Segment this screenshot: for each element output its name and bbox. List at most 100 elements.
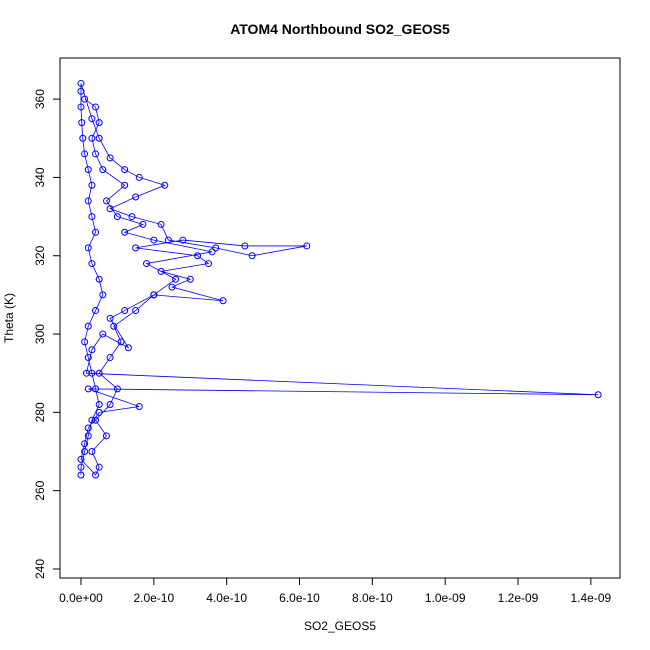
y-axis-label: Theta (K) bbox=[2, 293, 16, 343]
data-point bbox=[88, 260, 96, 268]
data-point bbox=[135, 173, 143, 181]
data-point bbox=[84, 354, 92, 362]
x-tick-label: 2.0e-10 bbox=[133, 591, 174, 605]
x-tick-label: 0.0e+00 bbox=[59, 591, 103, 605]
data-point bbox=[88, 346, 96, 354]
data-point bbox=[84, 424, 92, 432]
x-axis-label: SO2_GEOS5 bbox=[304, 619, 376, 633]
data-point bbox=[113, 385, 121, 393]
data-point bbox=[88, 369, 96, 377]
data-point bbox=[102, 432, 110, 440]
data-point bbox=[106, 205, 114, 213]
data-point bbox=[113, 213, 121, 221]
data-point bbox=[92, 150, 100, 158]
data-point bbox=[77, 79, 85, 87]
data-point bbox=[132, 193, 140, 201]
data-point bbox=[121, 228, 129, 236]
data-point bbox=[84, 322, 92, 330]
x-tick-label: 1.4e-09 bbox=[571, 591, 612, 605]
data-point bbox=[208, 248, 216, 256]
data-point bbox=[92, 228, 100, 236]
data-point bbox=[303, 242, 311, 250]
data-point bbox=[88, 448, 96, 456]
data-point bbox=[106, 401, 114, 409]
data-point bbox=[106, 314, 114, 322]
data-point bbox=[121, 181, 129, 189]
data-point bbox=[84, 432, 92, 440]
data-point bbox=[99, 291, 107, 299]
data-point bbox=[79, 134, 87, 142]
data-point bbox=[186, 275, 194, 283]
data-point bbox=[179, 236, 187, 244]
data-point bbox=[81, 95, 89, 103]
data-point bbox=[106, 354, 114, 362]
data-point bbox=[241, 242, 249, 250]
data-point bbox=[81, 448, 89, 456]
y-tick-label: 320 bbox=[33, 245, 47, 265]
data-point bbox=[172, 275, 180, 283]
y-tick-label: 300 bbox=[33, 324, 47, 344]
data-point bbox=[92, 385, 100, 393]
data-point bbox=[81, 440, 89, 448]
y-tick-label: 240 bbox=[33, 559, 47, 579]
data-point bbox=[121, 307, 129, 315]
data-point bbox=[95, 401, 103, 409]
data-point bbox=[88, 213, 96, 221]
data-point bbox=[88, 115, 96, 123]
data-point bbox=[248, 252, 256, 260]
data-point bbox=[204, 260, 212, 268]
data-point bbox=[95, 408, 103, 416]
x-tick-label: 1.0e-09 bbox=[425, 591, 466, 605]
data-point bbox=[110, 322, 118, 330]
data-point bbox=[95, 119, 103, 127]
data-point bbox=[77, 103, 85, 111]
data-point bbox=[77, 463, 85, 471]
data-point bbox=[143, 260, 151, 268]
data-point bbox=[88, 181, 96, 189]
data-point bbox=[132, 244, 140, 252]
data-point bbox=[150, 291, 158, 299]
data-point bbox=[594, 391, 602, 399]
data-point bbox=[132, 307, 140, 315]
data-point bbox=[77, 471, 85, 479]
y-tick-label: 260 bbox=[33, 480, 47, 500]
data-point bbox=[194, 252, 202, 260]
data-point bbox=[128, 213, 136, 221]
data-point bbox=[77, 455, 85, 463]
data-point bbox=[78, 119, 86, 127]
data-point bbox=[106, 154, 114, 162]
data-point bbox=[88, 416, 96, 424]
data-point bbox=[95, 463, 103, 471]
y-tick-label: 360 bbox=[33, 89, 47, 109]
data-point bbox=[92, 103, 100, 111]
data-point bbox=[92, 307, 100, 315]
data-point bbox=[82, 369, 90, 377]
data-point bbox=[95, 134, 103, 142]
data-point bbox=[219, 297, 227, 305]
data-point bbox=[157, 220, 165, 228]
data-point bbox=[164, 236, 172, 244]
data-point bbox=[81, 150, 89, 158]
data-point bbox=[117, 338, 125, 346]
x-tick-label: 4.0e-10 bbox=[206, 591, 247, 605]
x-tick-label: 1.2e-09 bbox=[498, 591, 539, 605]
chart-title: ATOM4 Northbound SO2_GEOS5 bbox=[230, 21, 450, 37]
data-point bbox=[150, 236, 158, 244]
data-point bbox=[124, 344, 132, 352]
x-tick-label: 8.0e-10 bbox=[352, 591, 393, 605]
data-point bbox=[84, 385, 92, 393]
data-point bbox=[84, 197, 92, 205]
plot-frame bbox=[59, 57, 621, 579]
data-point bbox=[102, 197, 110, 205]
y-tick-label: 340 bbox=[33, 167, 47, 187]
x-tick-label: 6.0e-10 bbox=[279, 591, 320, 605]
data-point bbox=[84, 166, 92, 174]
data-point bbox=[135, 402, 143, 410]
data-point bbox=[139, 220, 147, 228]
data-point bbox=[157, 267, 165, 275]
data-point bbox=[92, 471, 100, 479]
data-point bbox=[95, 369, 103, 377]
data-point bbox=[212, 244, 220, 252]
data-point bbox=[168, 283, 176, 291]
